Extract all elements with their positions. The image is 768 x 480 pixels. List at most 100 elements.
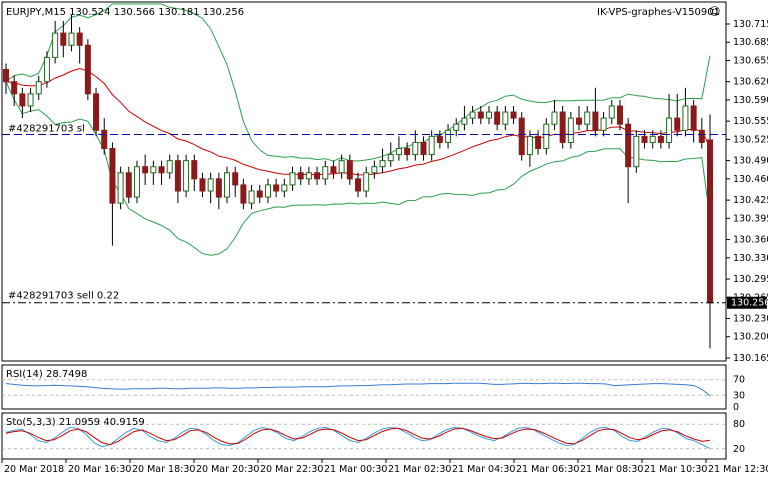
stochastic-axis: 80 20 <box>2 419 745 455</box>
candle-body <box>207 178 214 192</box>
rsi-axis: 70 300 <box>2 375 745 413</box>
candle-body <box>436 135 443 143</box>
rsi-tick-label: 0 <box>733 402 739 413</box>
sell-order-label: #428291703 sell 0.22 <box>8 291 119 302</box>
bollinger-band-line <box>5 3 711 162</box>
candle-body <box>27 93 34 107</box>
candle-body <box>68 32 75 46</box>
candle-body <box>379 160 386 168</box>
time-tick-label: 21 Mar 08:30 <box>580 464 643 475</box>
time-tick-label: 20 Mar 18:30 <box>132 464 195 475</box>
candle-body <box>43 56 50 83</box>
smiley-icon: ☺ <box>709 5 720 18</box>
candle-body <box>84 44 91 95</box>
candle-body <box>76 32 83 46</box>
candle-body <box>264 184 271 198</box>
candle-body <box>158 166 165 174</box>
candle-body <box>273 184 280 192</box>
candle-body <box>215 178 222 198</box>
sto-tick-label: 20 <box>733 444 745 455</box>
candle-body <box>232 172 239 186</box>
price-tick-label: 130.715 <box>733 19 768 30</box>
price-tick-label: 130.360 <box>733 235 768 246</box>
candle-body <box>526 135 533 156</box>
candle-body <box>133 166 140 198</box>
candle-body <box>3 69 9 83</box>
candle-body <box>584 111 591 125</box>
candle-body <box>305 172 312 180</box>
candle-body <box>109 147 116 204</box>
price-tick-label: 130.490 <box>733 156 768 167</box>
candle-body <box>412 141 419 156</box>
candle-body <box>52 32 59 58</box>
price-tick-label: 130.685 <box>733 37 768 48</box>
candle-body <box>330 166 337 174</box>
candle-body <box>518 117 525 156</box>
price-tick-label: 130.330 <box>733 253 768 264</box>
candle-body <box>502 111 509 125</box>
time-tick-label: 21 Mar 02:30 <box>388 464 451 475</box>
candle-body <box>404 147 411 156</box>
candle-body <box>60 32 67 46</box>
rsi-line <box>5 382 711 397</box>
candle-body <box>567 117 574 143</box>
candle-body <box>240 184 247 204</box>
candle-body <box>322 166 329 180</box>
candle-body <box>371 166 378 174</box>
time-tick-label: 21 Mar 06:30 <box>516 464 579 475</box>
candles <box>3 14 713 349</box>
candle-body <box>543 123 550 149</box>
stop-loss-label: #428291703 sl <box>8 124 85 135</box>
broker-label: IK-VPS-graphes-V150901 <box>597 7 720 18</box>
candle-body <box>125 172 132 198</box>
rsi-panel[interactable] <box>1 364 727 410</box>
price-tick-label: 130.620 <box>733 77 768 88</box>
time-tick-label: 20 Mar 2018 <box>4 464 64 475</box>
candle-body <box>469 111 476 119</box>
price-axis: 130.715 130.685 130.655 130.620 130.590 130.5… <box>726 19 768 364</box>
price-tick-label: 130.230 <box>733 314 768 325</box>
candle-body <box>11 81 18 95</box>
candle-body <box>494 111 501 125</box>
candle-body <box>625 123 632 168</box>
candle-body <box>248 190 255 204</box>
rsi-label: RSI(14) 28.7498 <box>6 369 87 380</box>
price-tick-label: 130.395 <box>733 213 768 224</box>
candle-body <box>592 111 599 131</box>
sto-panel[interactable] <box>1 412 727 460</box>
rsi-tick-label: 70 <box>733 375 745 386</box>
time-tick-label: 21 Mar 12:30 <box>708 464 768 475</box>
price-tick-label: 130.655 <box>733 55 768 66</box>
candle-body <box>101 129 108 149</box>
candle-body <box>559 111 566 143</box>
candle-body <box>281 184 288 192</box>
candle-body <box>191 160 198 180</box>
price-tick-label: 130.295 <box>733 274 768 285</box>
candle-body <box>297 172 304 180</box>
price-tick-label: 130.525 <box>733 134 768 145</box>
candle-body <box>600 117 607 131</box>
candle-body <box>485 111 492 119</box>
price-tick-label: 130.590 <box>733 95 768 106</box>
candle-body <box>117 172 124 204</box>
stochastic-label: Sto(5,3,3) 21.0959 40.9159 <box>6 417 145 428</box>
candle-body <box>445 129 452 143</box>
candle-body <box>477 111 484 119</box>
candle-body <box>256 190 263 198</box>
candle-body <box>690 105 697 131</box>
candle-body <box>707 139 713 304</box>
time-tick-label: 21 Mar 04:30 <box>452 464 515 475</box>
candle-body <box>698 129 705 143</box>
candle-body <box>535 135 542 149</box>
candle-body <box>608 105 615 119</box>
price-tick-label: 130.460 <box>733 174 768 185</box>
candle-body <box>142 166 149 174</box>
symbol-info: EURJPY,M15 130.524 130.566 130.181 130.2… <box>6 7 244 18</box>
candle-body <box>453 123 460 131</box>
sto-tick-label: 80 <box>733 419 745 430</box>
candle-body <box>183 160 190 192</box>
candle-body <box>641 135 648 143</box>
candle-body <box>35 81 42 95</box>
price-tick-label: 130.555 <box>733 116 768 127</box>
candle-body <box>314 172 321 180</box>
